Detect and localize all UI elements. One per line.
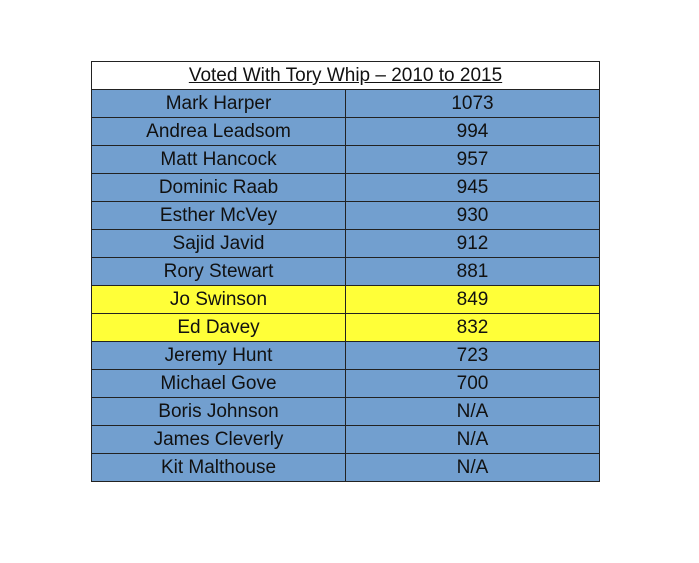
mp-name-cell: Ed Davey bbox=[91, 313, 346, 342]
table-row: Matt Hancock 957 bbox=[91, 145, 600, 174]
table-row: Jeremy Hunt 723 bbox=[91, 341, 600, 370]
title-row: Voted With Tory Whip – 2010 to 2015 bbox=[91, 61, 600, 90]
votes-cell: 700 bbox=[345, 369, 600, 398]
mp-name-cell: Andrea Leadsom bbox=[91, 117, 346, 146]
votes-cell: N/A bbox=[345, 425, 600, 454]
votes-cell: 881 bbox=[345, 257, 600, 286]
table-row: Dominic Raab 945 bbox=[91, 173, 600, 202]
votes-cell: N/A bbox=[345, 453, 600, 482]
mp-name-cell: Kit Malthouse bbox=[91, 453, 346, 482]
table-row: Jo Swinson 849 bbox=[91, 285, 600, 314]
mp-name-cell: Michael Gove bbox=[91, 369, 346, 398]
table-row: James Cleverly N/A bbox=[91, 425, 600, 454]
votes-cell: 723 bbox=[345, 341, 600, 370]
mp-name-cell: Mark Harper bbox=[91, 89, 346, 118]
votes-cell: 945 bbox=[345, 173, 600, 202]
mp-name-cell: Sajid Javid bbox=[91, 229, 346, 258]
table-row: Kit Malthouse N/A bbox=[91, 453, 600, 482]
table-title: Voted With Tory Whip – 2010 to 2015 bbox=[91, 61, 600, 90]
votes-cell: 849 bbox=[345, 285, 600, 314]
mp-name-cell: Rory Stewart bbox=[91, 257, 346, 286]
votes-cell: 832 bbox=[345, 313, 600, 342]
votes-cell: 930 bbox=[345, 201, 600, 230]
mp-name-cell: Esther McVey bbox=[91, 201, 346, 230]
mp-name-cell: Jeremy Hunt bbox=[91, 341, 346, 370]
table-row: Boris Johnson N/A bbox=[91, 397, 600, 426]
table-row: Rory Stewart 881 bbox=[91, 257, 600, 286]
table-row: Andrea Leadsom 994 bbox=[91, 117, 600, 146]
mp-name-cell: Dominic Raab bbox=[91, 173, 346, 202]
mp-name-cell: Jo Swinson bbox=[91, 285, 346, 314]
votes-cell: 912 bbox=[345, 229, 600, 258]
table-row: Michael Gove 700 bbox=[91, 369, 600, 398]
votes-cell: N/A bbox=[345, 397, 600, 426]
table-row: Sajid Javid 912 bbox=[91, 229, 600, 258]
table-row: Ed Davey 832 bbox=[91, 313, 600, 342]
mp-name-cell: Matt Hancock bbox=[91, 145, 346, 174]
table-row: Mark Harper 1073 bbox=[91, 89, 600, 118]
votes-table: Voted With Tory Whip – 2010 to 2015 Mark… bbox=[91, 61, 600, 482]
votes-cell: 1073 bbox=[345, 89, 600, 118]
mp-name-cell: Boris Johnson bbox=[91, 397, 346, 426]
mp-name-cell: James Cleverly bbox=[91, 425, 346, 454]
votes-cell: 957 bbox=[345, 145, 600, 174]
votes-cell: 994 bbox=[345, 117, 600, 146]
table-row: Esther McVey 930 bbox=[91, 201, 600, 230]
